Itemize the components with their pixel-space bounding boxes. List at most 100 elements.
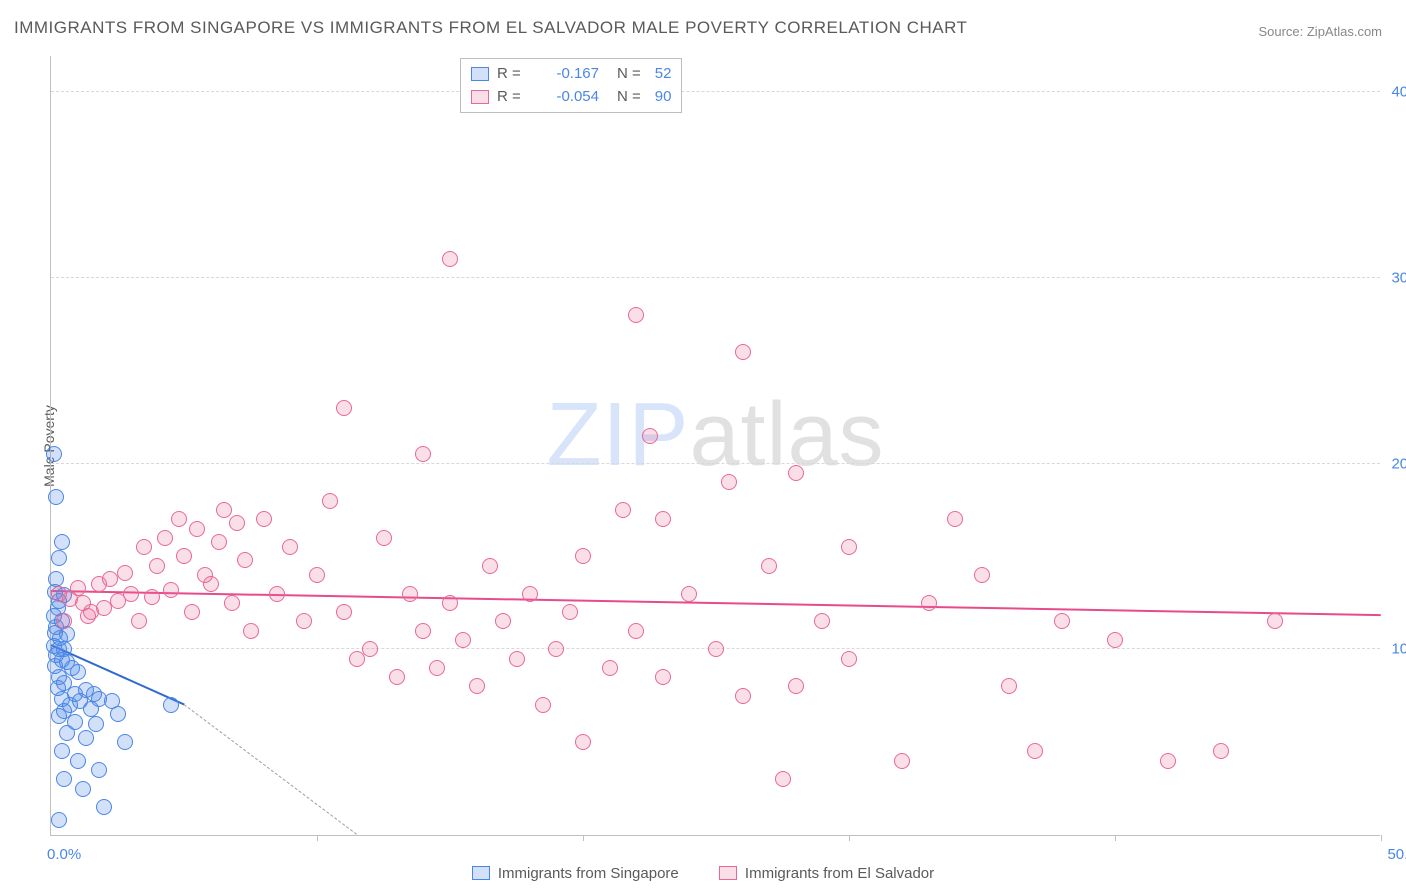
data-point bbox=[469, 678, 485, 694]
data-point bbox=[947, 511, 963, 527]
y-tick-label: 10.0% bbox=[1391, 641, 1406, 658]
gridline bbox=[51, 91, 1380, 92]
data-point bbox=[628, 307, 644, 323]
data-point bbox=[96, 799, 112, 815]
data-point bbox=[48, 489, 64, 505]
data-point bbox=[788, 678, 804, 694]
data-point bbox=[91, 762, 107, 778]
series-legend: Immigrants from Singapore Immigrants fro… bbox=[0, 865, 1406, 885]
legend-swatch-pink bbox=[471, 90, 489, 104]
n-value-singapore: 52 bbox=[655, 63, 672, 86]
data-point bbox=[721, 474, 737, 490]
data-point bbox=[243, 623, 259, 639]
data-point bbox=[117, 734, 133, 750]
data-point bbox=[56, 613, 72, 629]
data-point bbox=[51, 708, 67, 724]
data-point bbox=[575, 734, 591, 750]
data-point bbox=[509, 651, 525, 667]
legend-swatch-pink bbox=[719, 866, 737, 880]
data-point bbox=[735, 344, 751, 360]
data-point bbox=[131, 613, 147, 629]
chart-title: IMMIGRANTS FROM SINGAPORE VS IMMIGRANTS … bbox=[14, 18, 967, 38]
data-point bbox=[56, 771, 72, 787]
data-point bbox=[1107, 632, 1123, 648]
data-point bbox=[415, 623, 431, 639]
y-tick-label: 40.0% bbox=[1391, 84, 1406, 101]
x-tick-label-right: 50.0% bbox=[1387, 846, 1406, 863]
gridline bbox=[51, 463, 1380, 464]
data-point bbox=[655, 511, 671, 527]
data-point bbox=[455, 632, 471, 648]
data-point bbox=[442, 251, 458, 267]
data-point bbox=[442, 595, 458, 611]
data-point bbox=[1213, 743, 1229, 759]
data-point bbox=[376, 530, 392, 546]
data-point bbox=[157, 530, 173, 546]
legend-label: Immigrants from El Salvador bbox=[745, 865, 934, 882]
data-point bbox=[761, 558, 777, 574]
x-tick bbox=[583, 835, 584, 841]
data-point bbox=[735, 688, 751, 704]
data-point bbox=[136, 539, 152, 555]
data-point bbox=[51, 550, 67, 566]
watermark: ZIPatlas bbox=[546, 384, 884, 487]
legend-item-singapore: Immigrants from Singapore bbox=[472, 865, 679, 882]
data-point bbox=[163, 582, 179, 598]
data-point bbox=[46, 446, 62, 462]
r-label: R = bbox=[497, 63, 523, 86]
data-point bbox=[602, 660, 618, 676]
y-tick-label: 30.0% bbox=[1391, 269, 1406, 286]
data-point bbox=[282, 539, 298, 555]
data-point bbox=[1267, 613, 1283, 629]
data-point bbox=[309, 567, 325, 583]
data-point bbox=[176, 548, 192, 564]
data-point bbox=[841, 651, 857, 667]
legend-swatch-blue bbox=[472, 866, 490, 880]
trend-line-extrapolation bbox=[184, 704, 357, 835]
y-tick-label: 20.0% bbox=[1391, 455, 1406, 472]
gridline bbox=[51, 277, 1380, 278]
data-point bbox=[921, 595, 937, 611]
data-point bbox=[1001, 678, 1017, 694]
data-point bbox=[211, 534, 227, 550]
x-tick bbox=[1381, 835, 1382, 841]
data-point bbox=[144, 589, 160, 605]
data-point bbox=[575, 548, 591, 564]
data-point bbox=[974, 567, 990, 583]
data-point bbox=[322, 493, 338, 509]
data-point bbox=[655, 669, 671, 685]
data-point bbox=[229, 515, 245, 531]
data-point bbox=[78, 730, 94, 746]
r-value-elsalvador: -0.054 bbox=[531, 86, 599, 109]
correlation-legend: R = -0.167 N = 52 R = -0.054 N = 90 bbox=[460, 58, 682, 113]
data-point bbox=[88, 716, 104, 732]
data-point bbox=[224, 595, 240, 611]
data-point bbox=[1160, 753, 1176, 769]
data-point bbox=[189, 521, 205, 537]
r-label: R = bbox=[497, 86, 523, 109]
data-point bbox=[535, 697, 551, 713]
data-point bbox=[296, 613, 312, 629]
data-point bbox=[80, 608, 96, 624]
data-point bbox=[75, 781, 91, 797]
data-point bbox=[482, 558, 498, 574]
watermark-zip: ZIP bbox=[546, 385, 689, 485]
data-point bbox=[548, 641, 564, 657]
r-value-singapore: -0.167 bbox=[531, 63, 599, 86]
data-point bbox=[110, 706, 126, 722]
data-point bbox=[237, 552, 253, 568]
data-point bbox=[184, 604, 200, 620]
data-point bbox=[894, 753, 910, 769]
data-point bbox=[429, 660, 445, 676]
data-point bbox=[495, 613, 511, 629]
data-point bbox=[336, 604, 352, 620]
data-point bbox=[54, 743, 70, 759]
data-point bbox=[203, 576, 219, 592]
data-point bbox=[163, 697, 179, 713]
data-point bbox=[814, 613, 830, 629]
x-tick bbox=[317, 835, 318, 841]
data-point bbox=[402, 586, 418, 602]
legend-swatch-blue bbox=[471, 67, 489, 81]
data-point bbox=[70, 580, 86, 596]
source-attribution: Source: ZipAtlas.com bbox=[1258, 24, 1382, 39]
